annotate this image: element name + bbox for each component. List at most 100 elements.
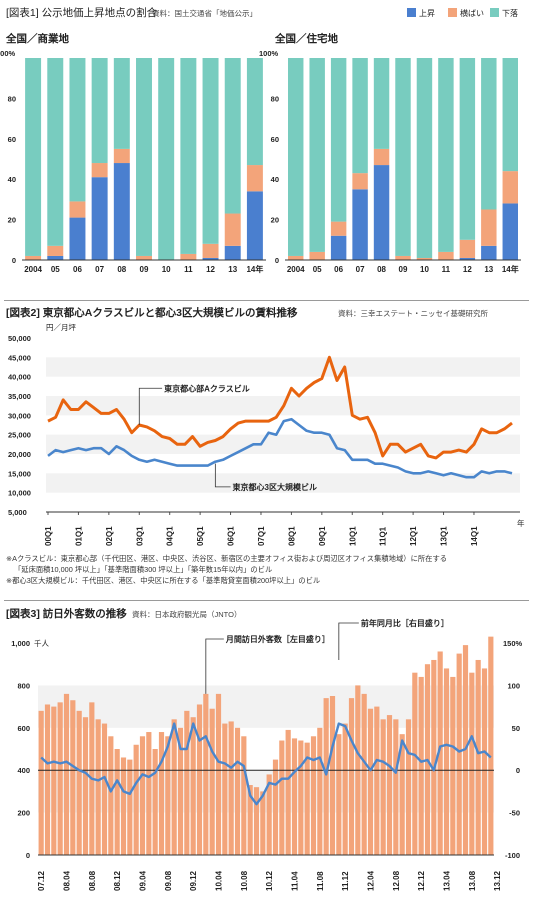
y-tick-label: 0 <box>275 256 279 265</box>
visitor-bar <box>412 672 418 855</box>
x-tick-label: 07 <box>356 265 365 274</box>
bar-segment-up <box>459 257 476 260</box>
x-tick-label: 09.04 <box>139 870 148 891</box>
x-tick-label: 06 <box>334 265 343 274</box>
visitor-bar <box>393 719 399 855</box>
visitor-bar <box>336 734 342 855</box>
visitor-bar <box>348 698 355 855</box>
bar-segment-flat <box>395 255 411 260</box>
visitor-bar <box>481 668 488 855</box>
fig3-source: 資料：日本政府観光局（JNTO） <box>132 609 241 619</box>
visitor-bar <box>329 696 336 855</box>
visitor-bar <box>70 700 76 855</box>
visitor-bar <box>253 787 260 855</box>
x-tick-label: 10.04 <box>215 870 224 891</box>
x-tick-label: 05 <box>313 265 322 274</box>
x-tick-label: 07.12 <box>37 870 46 891</box>
x-tick-label: 05 <box>51 265 60 274</box>
y-tick-label: 60 <box>271 135 279 144</box>
y-tick-label: 30,000 <box>8 411 31 420</box>
visitor-bar <box>146 732 152 855</box>
callout-leader <box>138 387 163 425</box>
legend-label-down: 下落 <box>502 8 518 18</box>
y-tick-label: 20 <box>8 216 16 225</box>
fig1-legend: 上昇 横ばい 下落 <box>407 8 518 18</box>
visitor-bar <box>209 708 215 855</box>
bar-segment-down <box>113 58 130 149</box>
x-tick-label: 09.08 <box>164 870 173 891</box>
x-tick-label: 12Q1 <box>409 526 418 546</box>
visitor-bar <box>215 693 222 855</box>
visitor-bar <box>247 785 253 855</box>
bar-segment-down <box>47 58 64 246</box>
callout-leader <box>214 463 231 488</box>
bar-segment-down <box>438 58 454 252</box>
visitor-bar <box>203 693 209 855</box>
callout-yoy: 前年同月比［右目盛り］ <box>361 618 449 628</box>
y-tick-label: 5,000 <box>8 508 27 517</box>
visitor-bar <box>190 717 196 855</box>
x-tick-label: 09 <box>399 265 408 274</box>
visitor-bar <box>399 734 405 855</box>
visitor-bar <box>165 736 171 855</box>
bar-segment-flat <box>352 173 368 190</box>
bar-segment-flat <box>416 257 433 260</box>
visitor-bar <box>120 757 127 855</box>
y2-tick-label: 0 <box>516 766 520 775</box>
y-tick-label: 15,000 <box>8 469 31 478</box>
y-tick-label: 60 <box>8 135 16 144</box>
x-tick-label: 05Q1 <box>196 526 205 546</box>
grid-band <box>46 473 520 493</box>
y-axis-unit: 千人 <box>34 638 49 648</box>
bar-segment-down <box>158 58 175 260</box>
legend-label-flat: 横ばい <box>460 8 484 18</box>
y-tick-label: 400 <box>17 766 30 775</box>
visitor-bar <box>342 723 348 855</box>
y-tick-label: 35,000 <box>8 392 31 401</box>
x-tick-label: 11 <box>184 265 193 274</box>
x-tick-label: 11Q1 <box>379 526 388 546</box>
visitor-bar <box>228 721 234 855</box>
fig1-commercial-chart: 全国／商業地 100% 0 20 40 60 80 2004 05 06 07 08 09 10 11 12 1… <box>0 32 266 274</box>
x-tick-label: 09.12 <box>189 870 198 891</box>
visitor-bar <box>443 668 450 855</box>
y-tick-label: 20,000 <box>8 450 31 459</box>
visitor-bar <box>374 706 380 855</box>
visitor-bar <box>108 736 114 855</box>
y-tick-label: 50,000 <box>8 334 31 343</box>
y-tick-label: 0 <box>26 851 30 860</box>
y-tick-label: 1,000 <box>11 639 30 648</box>
x-tick-label: 12 <box>463 265 472 274</box>
visitor-bar <box>386 715 393 855</box>
visitor-bar <box>279 740 285 855</box>
x-tick-label: 13.08 <box>468 870 477 891</box>
x-tick-label: 02Q1 <box>105 526 114 546</box>
visitor-bar <box>456 653 462 855</box>
visitor-bar <box>184 710 190 855</box>
visitor-bar <box>51 706 57 855</box>
bar-segment-flat <box>69 201 86 218</box>
bar-segment-down <box>459 58 476 240</box>
section-divider <box>4 300 529 301</box>
visitor-bar <box>38 710 44 855</box>
bar-segment-flat <box>459 239 476 258</box>
bar-segment-down <box>224 58 241 214</box>
bar-segment-flat <box>25 255 42 260</box>
fig3-header: [図表3] 訪日外客数の推移 <box>6 607 127 620</box>
y2-tick-label: 100 <box>507 681 520 690</box>
fig1-header: [図表1] 公示地価上昇地点の割合 <box>6 6 158 19</box>
visitor-bar <box>101 723 108 855</box>
bar-segment-down <box>330 58 347 222</box>
visitor-bar <box>177 727 184 855</box>
y-tick-label: 10,000 <box>8 489 31 498</box>
bar-segment-down <box>180 58 197 254</box>
visitor-bar <box>418 676 424 855</box>
bar-segment-up <box>113 163 130 260</box>
x-tick-label: 08.04 <box>63 870 72 891</box>
x-tick-label: 06 <box>73 265 82 274</box>
y-tick-label: 80 <box>271 94 279 103</box>
x-tick-label: 11.04 <box>291 871 300 891</box>
visitor-bar <box>241 736 247 855</box>
visitor-bar <box>158 732 165 855</box>
x-tick-label: 11.08 <box>316 871 325 891</box>
